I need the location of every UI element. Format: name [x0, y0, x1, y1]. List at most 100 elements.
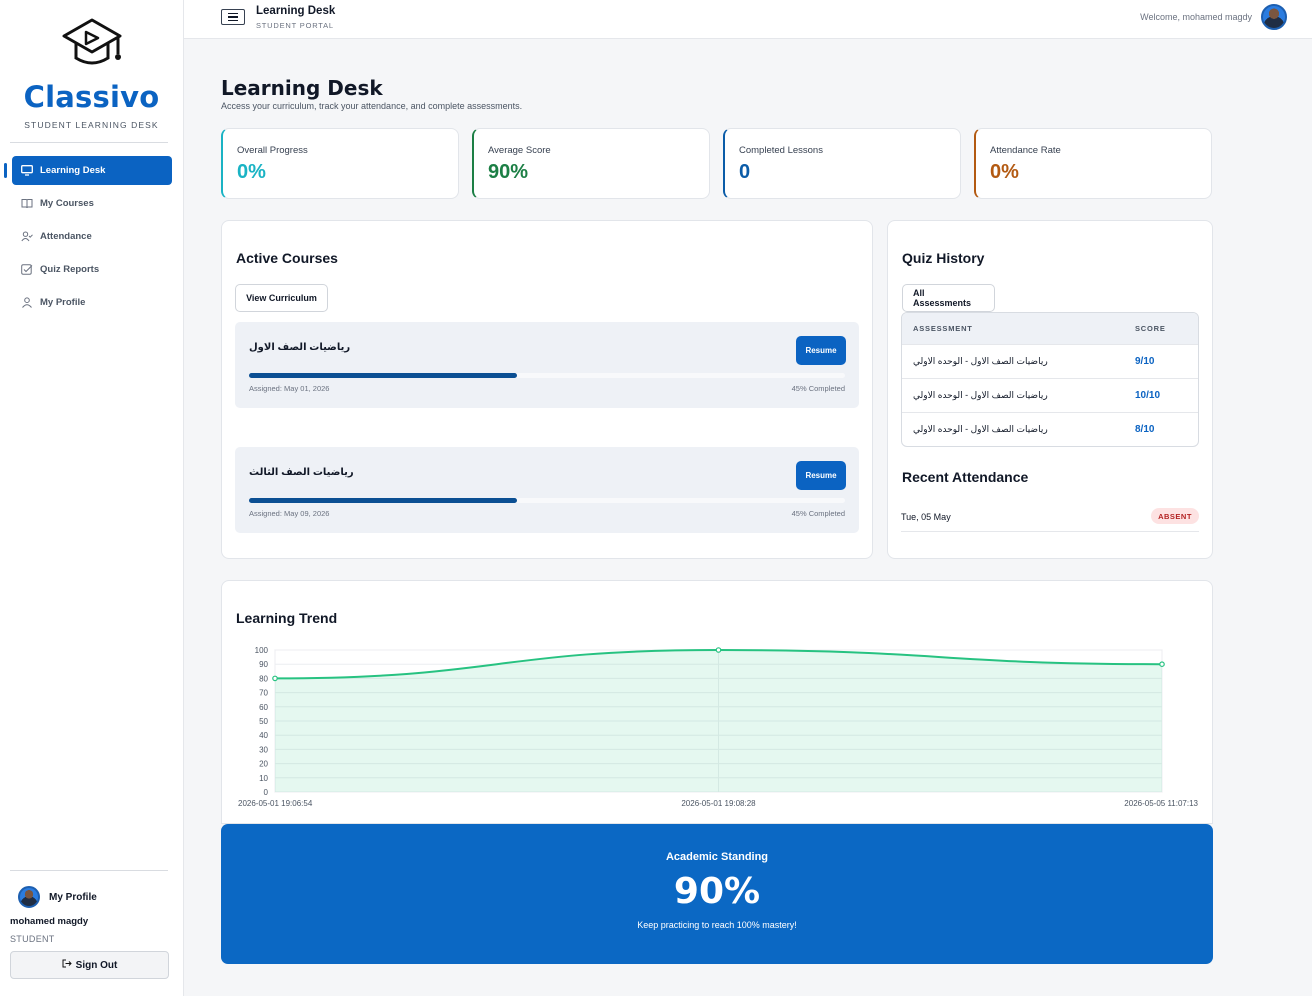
sign-out-label: Sign Out: [75, 959, 118, 971]
chart-y-tick-label: 30: [259, 745, 268, 754]
page-subtitle: Access your curriculum, track your atten…: [221, 101, 523, 111]
status-badge: ABSENT: [1151, 508, 1199, 524]
all-assessments-button[interactable]: All Assessments: [902, 284, 995, 312]
learning-trend-chart: 0 10 20 30 40 50 60 70 80 90 100 2026-05-01 19:06:5…: [238, 646, 1199, 808]
column-header-assessment: ASSESSMENT: [913, 324, 973, 333]
stat-value: 0: [739, 161, 751, 183]
topbar: Learning Desk STUDENT PORTAL Welcome, mo…: [184, 0, 1312, 39]
assessment-score: 8/10: [1135, 424, 1155, 435]
menu-toggle-button[interactable]: [221, 9, 245, 25]
chart-y-tick-label: 20: [259, 760, 268, 769]
course-name: رياضيات الصف الثالث: [249, 467, 354, 478]
standing-subtitle: Keep practicing to reach 100% mastery!: [637, 920, 797, 930]
profile-name: mohamed magdy: [10, 916, 89, 927]
chart-y-tick-label: 90: [259, 660, 268, 669]
chart-y-tick-label: 60: [259, 703, 268, 712]
chart-y-tick-label: 100: [255, 646, 269, 655]
sidebar-item-label: Attendance: [40, 231, 92, 242]
sidebar-item-label: Quiz Reports: [40, 264, 100, 275]
chart-y-tick-label: 0: [264, 788, 269, 797]
quiz-table: ASSESSMENT SCORE رياضيات الصف الاول - ال…: [901, 312, 1199, 447]
logo: Classivo STUDENT LEARNING DESK: [0, 0, 183, 130]
table-row[interactable]: رياضيات الصف الاول - الوحده الاولي 9/10: [902, 344, 1198, 378]
stat-card-attendance-rate: Attendance Rate 0%: [974, 128, 1212, 199]
column-header-score: SCORE: [1135, 324, 1166, 333]
chart-x-tick-label: 2026-05-05 11:07:13: [1124, 799, 1198, 808]
assessment-score: 10/10: [1135, 390, 1161, 401]
sidebar: Classivo STUDENT LEARNING DESK Learning …: [0, 0, 184, 996]
assessment-score: 9/10: [1135, 356, 1155, 367]
brand-subtitle: STUDENT LEARNING DESK: [24, 120, 159, 130]
course-assigned-date: Assigned: May 01, 2026: [249, 384, 330, 393]
chart-data-point: [1159, 661, 1165, 668]
book-icon: [21, 198, 33, 210]
standing-title: Academic Standing: [665, 851, 769, 863]
stat-value: 90%: [488, 161, 529, 183]
active-courses-title: Active Courses: [236, 250, 338, 266]
course-completion: 45% Completed: [791, 384, 845, 393]
table-row[interactable]: رياضيات الصف الاول - الوحده الاولي 10/10: [902, 378, 1198, 412]
topbar-subtitle: STUDENT PORTAL: [256, 21, 334, 30]
graduation-cap-logo-icon: [62, 18, 121, 65]
sidebar-item-my-profile[interactable]: My Profile: [12, 288, 172, 317]
stat-label: Overall Progress: [237, 145, 308, 156]
learning-trend-title: Learning Trend: [236, 610, 338, 626]
profile-title[interactable]: My Profile: [49, 891, 97, 903]
hamburger-icon: [228, 19, 238, 22]
stat-label: Average Score: [488, 145, 551, 156]
chart-y-tick-label: 50: [259, 717, 268, 726]
course-item: رياضيات الصف الثالث Resume Assigned: May…: [235, 447, 859, 533]
sidebar-divider: [10, 870, 168, 871]
stat-card-completed-lessons: Completed Lessons 0: [723, 128, 961, 199]
sidebar-item-label: My Courses: [40, 198, 94, 209]
chart-data-point: [715, 647, 722, 653]
stat-label: Completed Lessons: [739, 145, 823, 156]
user-icon: [21, 297, 33, 309]
sidebar-nav: Learning Desk My Courses Attendance Quiz…: [0, 156, 184, 321]
checkbox-icon: [21, 264, 33, 276]
user-avatar[interactable]: [1261, 4, 1287, 30]
hamburger-icon: [228, 12, 238, 15]
sign-out-button[interactable]: Sign Out: [10, 951, 169, 979]
learning-trend-card: Learning Trend 0 10 20 30 40 50 60 70 80 90 100 202…: [221, 580, 1213, 824]
sidebar-item-attendance[interactable]: Attendance: [12, 222, 172, 251]
chart-x-tick-label: 2026-05-01 19:06:54: [238, 799, 313, 808]
stat-card-average-score: Average Score 90%: [472, 128, 710, 199]
hamburger-icon: [228, 16, 238, 18]
user-check-icon: [21, 231, 33, 243]
attendance-date: Tue, 05 May: [901, 512, 951, 522]
sidebar-item-label: My Profile: [40, 297, 86, 308]
recent-attendance-title: Recent Attendance: [902, 469, 1029, 485]
sidebar-item-my-courses[interactable]: My Courses: [12, 189, 172, 218]
attendance-row: Tue, 05 May ABSENT: [901, 508, 1199, 532]
sidebar-divider: [10, 142, 168, 143]
course-completion: 45% Completed: [791, 509, 845, 518]
standing-value: 90%: [673, 871, 761, 912]
resume-button[interactable]: Resume: [796, 461, 846, 490]
assessment-name: رياضيات الصف الاول - الوحده الاولي: [913, 390, 1048, 400]
resume-button[interactable]: Resume: [796, 336, 846, 365]
brand-name: Classivo: [23, 80, 160, 114]
quiz-history-card: Quiz History All Assessments ASSESSMENT …: [887, 220, 1213, 559]
chart-data-point: [272, 675, 278, 682]
page-title: Learning Desk: [221, 76, 383, 100]
sidebar-profile: My Profile mohamed magdy STUDENT Sign Ou…: [10, 886, 170, 979]
monitor-icon: [21, 165, 33, 177]
table-row[interactable]: رياضيات الصف الاول - الوحده الاولي 8/10: [902, 412, 1198, 446]
table-header: ASSESSMENT SCORE: [902, 313, 1198, 344]
active-courses-card: Active Courses View Curriculum رياضيات ا…: [221, 220, 873, 559]
chart-area-fill: [275, 650, 1162, 792]
sidebar-item-quiz-reports[interactable]: Quiz Reports: [12, 255, 172, 284]
quiz-history-title: Quiz History: [902, 250, 985, 266]
chart-x-tick-label: 2026-05-01 19:08:28: [681, 799, 756, 808]
stat-value: 0%: [237, 161, 266, 183]
course-progress-bar: [249, 373, 845, 378]
course-name: رياضيات الصف الاول: [249, 342, 351, 353]
course-progress-bar: [249, 498, 845, 503]
view-curriculum-button[interactable]: View Curriculum: [235, 284, 328, 312]
assessment-name: رياضيات الصف الاول - الوحده الاولي: [913, 356, 1048, 366]
sidebar-item-learning-desk[interactable]: Learning Desk: [4, 156, 172, 185]
welcome-text: Welcome, mohamed magdy: [1140, 12, 1252, 22]
course-progress-fill: [249, 373, 518, 378]
course-assigned-date: Assigned: May 09, 2026: [249, 509, 330, 518]
